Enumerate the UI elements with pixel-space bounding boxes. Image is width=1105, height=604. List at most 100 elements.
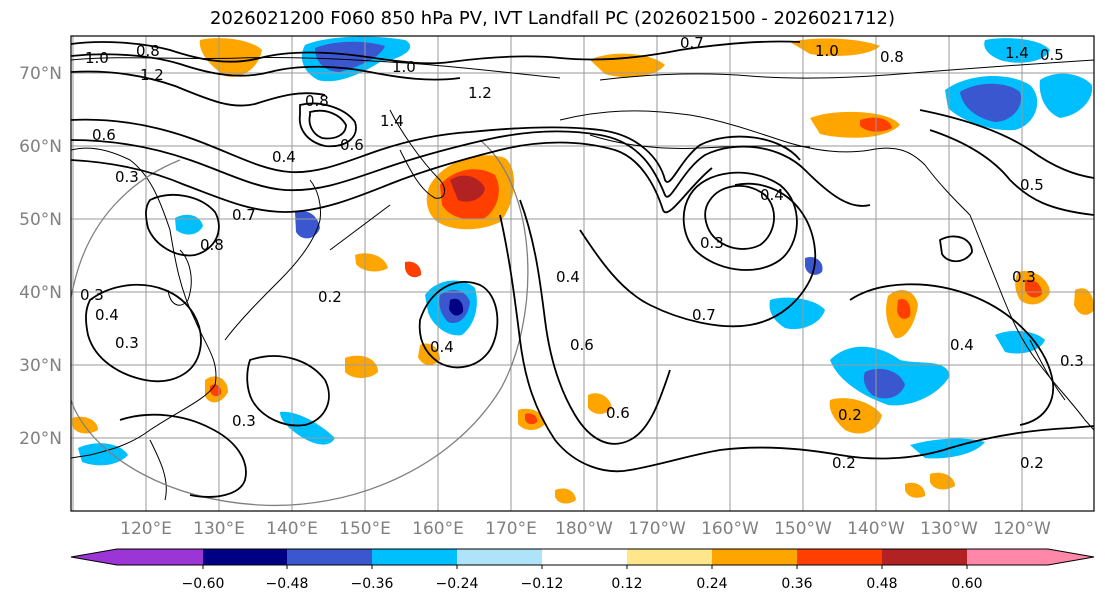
colorbar-tick-label: 0.24 xyxy=(696,576,727,592)
latitude-labels: 70°N 60°N 50°N 40°N 30°N 20°N xyxy=(19,64,62,449)
positive-anomaly-patch xyxy=(588,393,612,414)
coastline-philippines xyxy=(149,439,167,501)
contour-label: 0.8 xyxy=(136,42,160,60)
contour-label: 1.0 xyxy=(815,42,839,60)
positive-anomaly-patch xyxy=(72,416,98,434)
contour-label: 0.6 xyxy=(92,126,116,144)
contour-label: 1.2 xyxy=(140,66,164,84)
contour-label: 0.7 xyxy=(692,306,716,324)
colorbar-swatch xyxy=(117,549,203,565)
positive-anomaly-patch xyxy=(790,38,880,56)
negative-anomaly-patch xyxy=(175,214,203,235)
negative-anomaly-patch xyxy=(78,443,128,466)
contour-line xyxy=(85,283,202,383)
longitude-label: 120°W xyxy=(993,519,1051,539)
colorbar-swatch xyxy=(542,549,627,565)
colorbar-tick-label: 0.36 xyxy=(781,576,812,592)
positive-anomaly-patch xyxy=(345,355,378,378)
contour-line xyxy=(579,182,817,328)
contour-label: 0.2 xyxy=(1020,454,1044,472)
contour-label: 0.2 xyxy=(318,288,342,306)
contour-label: 0.4 xyxy=(760,186,784,204)
contour-label: 0.5 xyxy=(1040,46,1064,64)
positive-anomaly-patch xyxy=(525,413,538,425)
latitude-label: 40°N xyxy=(19,283,62,303)
contour-label: 0.7 xyxy=(232,206,256,224)
colorbar-swatch xyxy=(457,549,542,565)
colorbar-swatch xyxy=(627,549,712,565)
contour-label: 0.3 xyxy=(1012,268,1036,286)
contour-label: 0.2 xyxy=(832,454,856,472)
negative-anomaly-patch xyxy=(995,330,1045,354)
negative-anomaly-patch xyxy=(769,297,825,330)
longitude-label: 130°E xyxy=(193,519,245,539)
longitude-label: 150°W xyxy=(774,519,832,539)
latitude-label: 50°N xyxy=(19,210,62,230)
colorbar-ticks xyxy=(202,565,968,569)
colorbar-tick-label: −0.12 xyxy=(521,576,564,592)
contour-label: 0.6 xyxy=(606,404,630,422)
negative-anomaly-patch xyxy=(315,41,385,72)
positive-anomaly-patch xyxy=(905,482,926,498)
contour-label: 0.4 xyxy=(95,306,119,324)
contour-label: 0.8 xyxy=(305,92,329,110)
positive-anomaly-patch xyxy=(405,261,422,278)
colorbar-tick-label: 0.12 xyxy=(611,576,642,592)
colorbar-tick-label: 0.48 xyxy=(866,576,897,592)
longitude-label: 150°E xyxy=(339,519,391,539)
longitude-label: 160°E xyxy=(412,519,464,539)
contour-label: 1.4 xyxy=(1005,44,1029,62)
contour-line xyxy=(929,129,1094,216)
coastline-korea xyxy=(167,249,192,306)
colorbar-swatch xyxy=(287,549,372,565)
contour-line xyxy=(704,185,775,250)
coastline-kuril-chain xyxy=(329,204,391,251)
positive-anomaly-patch xyxy=(1074,288,1094,315)
longitude-label: 120°E xyxy=(120,519,172,539)
contour-label: 0.3 xyxy=(700,234,724,252)
latitude-label: 60°N xyxy=(19,137,62,157)
contour-label: 0.8 xyxy=(200,236,224,254)
colorbar: −0.60 −0.48 −0.36 −0.24 −0.12 0.12 0.24 … xyxy=(70,548,1095,592)
negative-anomaly-patch xyxy=(960,83,1021,122)
contour-label-group: 1.0 0.8 1.2 1.0 1.2 1.4 0.7 0.8 0.6 1.0 … xyxy=(80,36,1084,472)
contour-line xyxy=(71,141,713,214)
contour-lines xyxy=(71,40,1094,498)
longitude-label: 170°W xyxy=(628,519,686,539)
map-title: 2026021200 F060 850 hPa PV, IVT Landfall… xyxy=(209,8,896,29)
contour-line xyxy=(71,53,461,81)
contour-label: 1.4 xyxy=(380,112,404,130)
contour-line xyxy=(246,355,330,427)
contour-line xyxy=(939,235,973,263)
contour-line xyxy=(849,283,1055,426)
coastline-kamchatka xyxy=(389,109,446,199)
contour-line xyxy=(919,109,1094,179)
longitude-label: 140°E xyxy=(266,519,318,539)
colorbar-swatch xyxy=(372,549,457,565)
contour-line xyxy=(418,281,499,369)
colorbar-tick-label: 0.60 xyxy=(951,576,982,592)
graticule xyxy=(71,36,1094,511)
negative-anomaly-patch xyxy=(1039,73,1093,118)
positive-anomaly-patch xyxy=(897,298,911,319)
negative-anomaly-patch xyxy=(280,411,335,445)
coastline-asia xyxy=(71,147,217,459)
longitude-label: 170°E xyxy=(485,519,537,539)
contour-label: 0.2 xyxy=(838,406,862,424)
contour-line xyxy=(298,102,357,148)
longitude-labels: 120°E 130°E 140°E 150°E 160°E 170°E 180°… xyxy=(120,519,1051,539)
latitude-label: 30°N xyxy=(19,356,62,376)
colorbar-tick-label: −0.60 xyxy=(182,576,225,592)
contour-label: 0.4 xyxy=(430,338,454,356)
positive-anomaly-patch xyxy=(450,175,485,202)
negative-anomaly-patch xyxy=(295,210,320,239)
colorbar-swatch xyxy=(797,549,882,565)
longitude-label: 140°W xyxy=(847,519,905,539)
colorbar-swatch xyxy=(203,549,287,565)
colorbar-extend-low xyxy=(71,549,117,565)
negative-anomaly-patch xyxy=(984,38,1050,63)
positive-anomaly-patch xyxy=(1025,279,1042,298)
contour-label: 0.6 xyxy=(570,336,594,354)
contour-label: 1.0 xyxy=(85,49,109,67)
contour-label: 1.0 xyxy=(392,58,416,76)
